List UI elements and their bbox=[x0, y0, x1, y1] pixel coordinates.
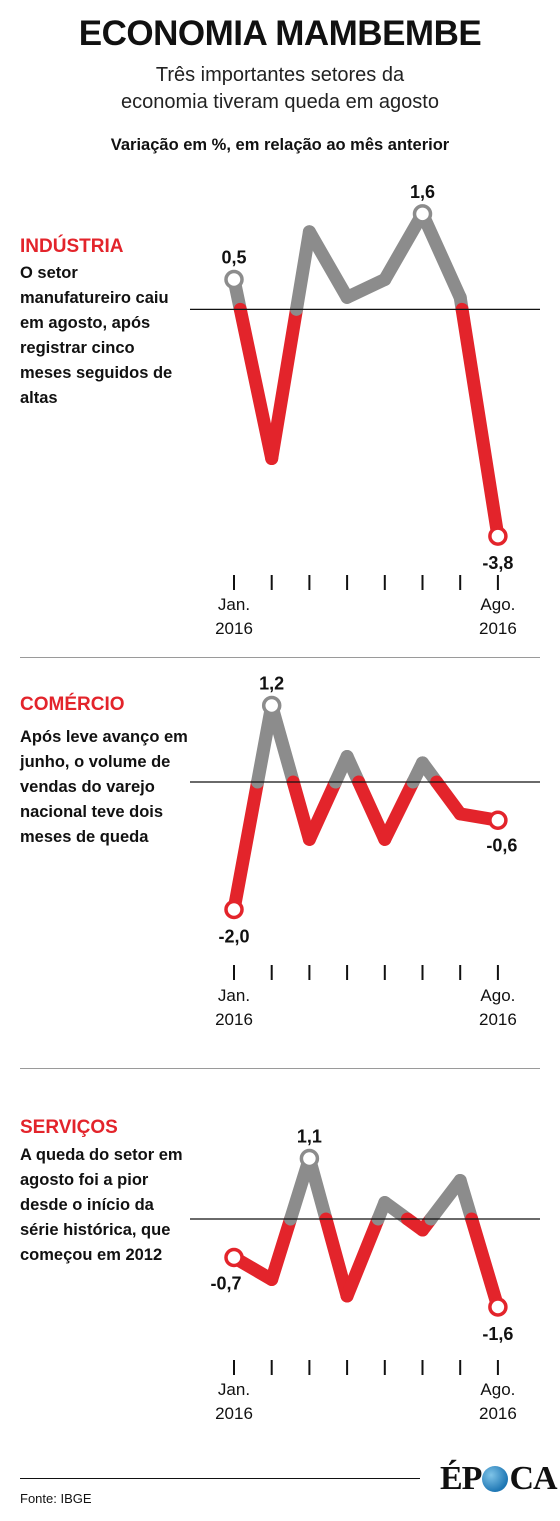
x-tick-label: Jan. bbox=[218, 595, 250, 614]
series-line-segment bbox=[340, 273, 392, 304]
data-label: 1,6 bbox=[410, 182, 435, 202]
epoca-logo: ÉP CA bbox=[440, 1460, 558, 1498]
section-title-industria: INDÚSTRIA bbox=[20, 236, 124, 257]
x-tick-label: Ago. bbox=[480, 986, 515, 1005]
unit-note: Variação em %, em relação ao mês anterio… bbox=[110, 136, 450, 154]
subtitle-line-1: Três importantes setores da bbox=[155, 64, 405, 86]
series-line-segment bbox=[465, 1212, 505, 1314]
data-point-marker bbox=[488, 810, 508, 830]
data-point-marker bbox=[299, 1148, 320, 1169]
series-line-segment bbox=[340, 1212, 385, 1303]
globe-icon bbox=[482, 1466, 509, 1492]
x-tick-label-year: 2016 bbox=[215, 619, 253, 638]
x-tick-label: Ago. bbox=[480, 1380, 515, 1399]
x-tick-label-year: 2016 bbox=[479, 619, 517, 638]
section-description-servicos: A queda do setor em agosto foi a pior de… bbox=[20, 1146, 183, 1264]
series-line-segment bbox=[227, 775, 265, 916]
series-line-segment bbox=[302, 225, 354, 304]
section-divider bbox=[20, 657, 540, 658]
footer-rule bbox=[20, 1478, 420, 1479]
x-tick-label: Ago. bbox=[480, 595, 515, 614]
series-line-segment bbox=[302, 1152, 333, 1226]
data-label: -1,6 bbox=[482, 1324, 513, 1344]
series-line-segment bbox=[430, 775, 467, 821]
data-point-marker bbox=[224, 1247, 244, 1268]
series-line-segment bbox=[352, 775, 392, 846]
series-line-segment bbox=[265, 1212, 298, 1286]
x-tick-label-year: 2016 bbox=[479, 1404, 517, 1423]
x-tick-label: Jan. bbox=[218, 1380, 250, 1399]
page-subtitle: Três importantes setores da economia tiv… bbox=[60, 62, 500, 116]
data-point-marker bbox=[412, 204, 433, 224]
data-label: 0,5 bbox=[221, 248, 246, 268]
page-title: ECONOMIA MAMBEMBE bbox=[78, 14, 482, 53]
data-label: -0,7 bbox=[210, 1274, 241, 1294]
section-title-servicos: SERVIÇOS bbox=[20, 1117, 118, 1138]
data-point-marker bbox=[224, 269, 244, 290]
data-label: -0,6 bbox=[486, 835, 517, 855]
section-divider bbox=[20, 1068, 540, 1069]
section-description-industria: O setor manufatureiro caiu em agosto, ap… bbox=[20, 264, 173, 407]
subtitle-line-2: economia tiveram queda em agosto bbox=[121, 91, 439, 113]
data-point-marker bbox=[488, 1297, 508, 1317]
logo-text-right: CA bbox=[509, 1460, 557, 1497]
data-label: 1,1 bbox=[297, 1127, 322, 1147]
series-line-segment bbox=[302, 775, 342, 846]
series-line-segment bbox=[378, 207, 429, 287]
series-line-segment bbox=[290, 225, 316, 316]
section-description-comercio: Após leve avanço em junho, o volume de v… bbox=[20, 728, 188, 846]
series-line-segment bbox=[378, 775, 420, 846]
x-tick-label-year: 2016 bbox=[479, 1010, 517, 1029]
x-tick-label-year: 2016 bbox=[215, 1404, 253, 1423]
series-line-segment bbox=[265, 302, 304, 466]
data-label: 1,2 bbox=[259, 674, 284, 694]
logo-text-left: ÉP bbox=[440, 1460, 482, 1497]
data-label: -3,8 bbox=[482, 553, 513, 573]
series-line-segment bbox=[424, 1174, 467, 1226]
x-tick-label: Jan. bbox=[218, 986, 250, 1005]
series-line-segment bbox=[453, 1174, 479, 1226]
series-line-segment bbox=[455, 302, 505, 543]
series-line-segment bbox=[265, 699, 300, 789]
source-note: Fonte: IBGE bbox=[20, 1491, 92, 1506]
data-point-marker bbox=[261, 695, 282, 716]
x-tick-label-year: 2016 bbox=[215, 1010, 253, 1029]
series-line-segment bbox=[319, 1212, 354, 1303]
data-point-marker bbox=[488, 526, 508, 546]
data-point-marker bbox=[224, 899, 244, 920]
data-label: -2,0 bbox=[218, 927, 249, 947]
series-line-segment bbox=[416, 207, 467, 304]
section-title-comercio: COMÉRCIO bbox=[20, 694, 125, 715]
series-line-segment bbox=[233, 302, 279, 466]
